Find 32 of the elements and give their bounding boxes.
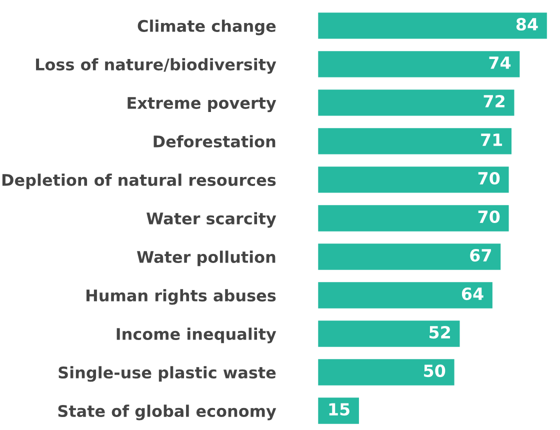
bar xyxy=(318,359,454,386)
y-tick-label: State of global economy xyxy=(58,404,276,420)
bar xyxy=(318,166,509,193)
y-tick-label: Loss of nature/biodiversity xyxy=(36,58,276,74)
y-tick-label: Human rights abuses xyxy=(86,289,276,305)
bar xyxy=(318,205,509,232)
y-tick-label: Depletion of natural resources xyxy=(2,174,276,190)
bar xyxy=(318,12,547,39)
bar xyxy=(318,51,520,78)
bar xyxy=(318,282,492,308)
data-label: 67 xyxy=(470,248,491,262)
y-tick-label: Income inequality xyxy=(116,328,276,344)
data-label: 50 xyxy=(424,364,446,378)
y-tick-label: Climate change xyxy=(138,20,276,36)
data-label: 84 xyxy=(516,18,538,31)
y-tick-label: Deforestation xyxy=(154,135,276,148)
bar xyxy=(318,244,501,270)
y-tick-label: Water pollution xyxy=(136,250,276,266)
data-label: 64 xyxy=(462,287,484,300)
y-tick-label: Extreme poverty xyxy=(128,97,276,112)
bar xyxy=(318,320,460,347)
data-label: 52 xyxy=(430,326,450,339)
data-label: 74 xyxy=(489,56,511,69)
bar xyxy=(318,128,512,154)
bar xyxy=(318,90,514,116)
data-label: 70 xyxy=(478,172,500,185)
data-label: 72 xyxy=(484,94,504,108)
data-label: 15 xyxy=(329,403,350,416)
data-label: 71 xyxy=(481,134,502,146)
data-label: 70 xyxy=(478,210,500,224)
y-tick-label: Single-use plastic waste xyxy=(58,366,276,382)
y-tick-label: Water scarcity xyxy=(146,212,276,228)
